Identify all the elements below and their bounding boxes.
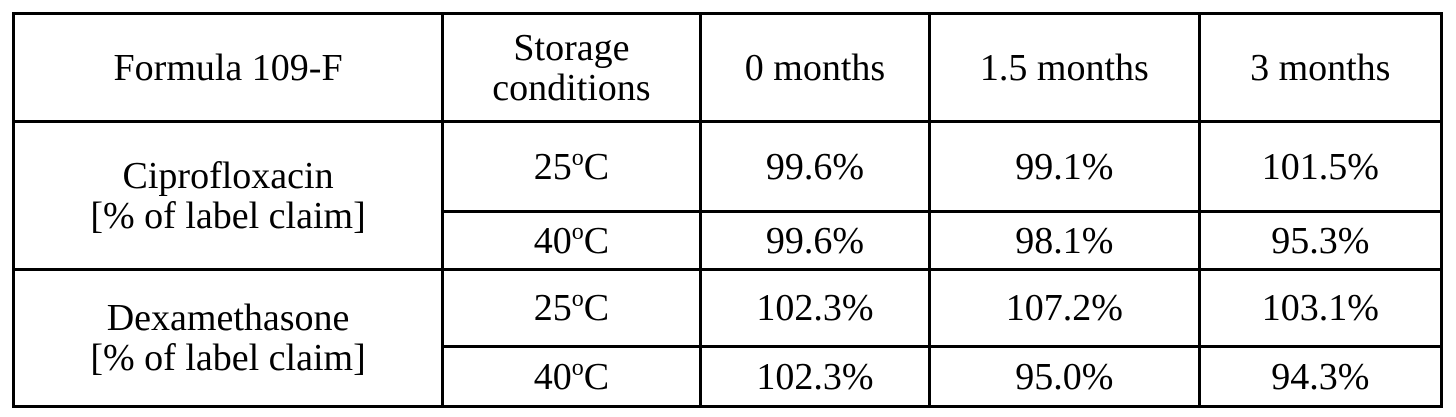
- value-cell: 99.1%: [930, 122, 1199, 212]
- data-row: Dexamethasone[% of label claim]25oC102.3…: [14, 270, 1442, 347]
- value-cell: 102.3%: [700, 270, 930, 347]
- storage-cell: 40oC: [443, 212, 701, 270]
- temperature: 40: [534, 356, 572, 398]
- value-cell: 95.0%: [930, 347, 1199, 407]
- header-cell: 3 months: [1199, 14, 1441, 122]
- degree-sign: o: [572, 355, 584, 381]
- value-cell: 101.5%: [1199, 122, 1441, 212]
- compound-unit: [% of label claim]: [21, 338, 435, 378]
- page: Formula 109-F Storage conditions 0 month…: [0, 0, 1456, 417]
- compound-cell: Dexamethasone[% of label claim]: [14, 270, 443, 407]
- compound-name: Dexamethasone: [21, 298, 435, 338]
- value-cell: 94.3%: [1199, 347, 1441, 407]
- temperature: 40: [534, 220, 572, 262]
- storage-cell: 25oC: [443, 270, 701, 347]
- temperature-scale: C: [584, 146, 609, 188]
- value-cell: 98.1%: [930, 212, 1199, 270]
- temperature-scale: C: [584, 356, 609, 398]
- temperature-scale: C: [584, 287, 609, 329]
- temperature: 25: [534, 287, 572, 329]
- compound-unit: [% of label claim]: [21, 196, 435, 236]
- value-cell: 95.3%: [1199, 212, 1441, 270]
- degree-sign: o: [572, 145, 584, 171]
- data-row: Ciprofloxacin[% of label claim]25oC99.6%…: [14, 122, 1442, 212]
- storage-cell: 25oC: [443, 122, 701, 212]
- compound-name: Ciprofloxacin: [21, 156, 435, 196]
- header-row: Formula 109-F Storage conditions 0 month…: [14, 14, 1442, 122]
- value-cell: 99.6%: [700, 212, 930, 270]
- value-cell: 107.2%: [930, 270, 1199, 347]
- header-cell: 0 months: [700, 14, 930, 122]
- temperature: 25: [534, 146, 572, 188]
- degree-sign: o: [572, 219, 584, 245]
- header-cell: Storage conditions: [443, 14, 701, 122]
- temperature-scale: C: [584, 220, 609, 262]
- value-cell: 103.1%: [1199, 270, 1441, 347]
- degree-sign: o: [572, 286, 584, 312]
- header-cell: Formula 109-F: [14, 14, 443, 122]
- header-cell: 1.5 months: [930, 14, 1199, 122]
- value-cell: 99.6%: [700, 122, 930, 212]
- storage-cell: 40oC: [443, 347, 701, 407]
- value-cell: 102.3%: [700, 347, 930, 407]
- compound-cell: Ciprofloxacin[% of label claim]: [14, 122, 443, 270]
- stability-table: Formula 109-F Storage conditions 0 month…: [12, 12, 1443, 408]
